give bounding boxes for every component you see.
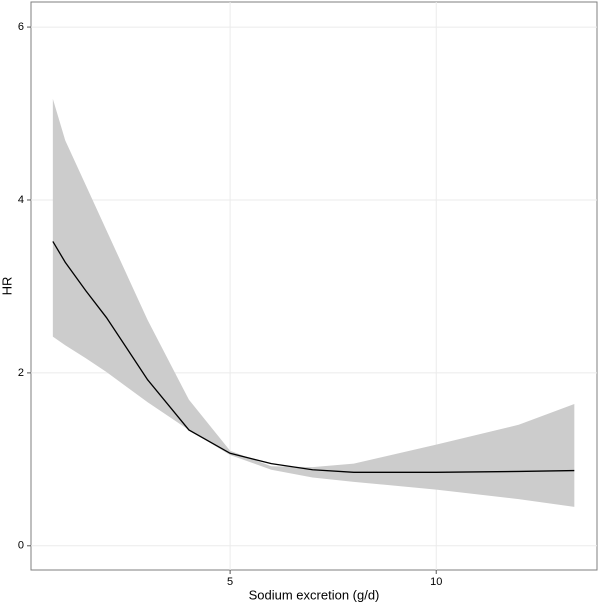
confidence-band: [52, 98, 575, 507]
x-tick-label: 10: [430, 576, 442, 588]
y-tick-label: 4: [18, 194, 24, 206]
y-tick-label: 6: [18, 21, 24, 33]
x-tick-label: 5: [227, 576, 233, 588]
line: [52, 241, 575, 473]
x-axis-title: Sodium excretion (g/d): [249, 587, 380, 602]
y-tick-label: 2: [18, 367, 24, 379]
y-axis-title: HR: [0, 277, 14, 296]
y-tick-label: 0: [18, 540, 24, 552]
